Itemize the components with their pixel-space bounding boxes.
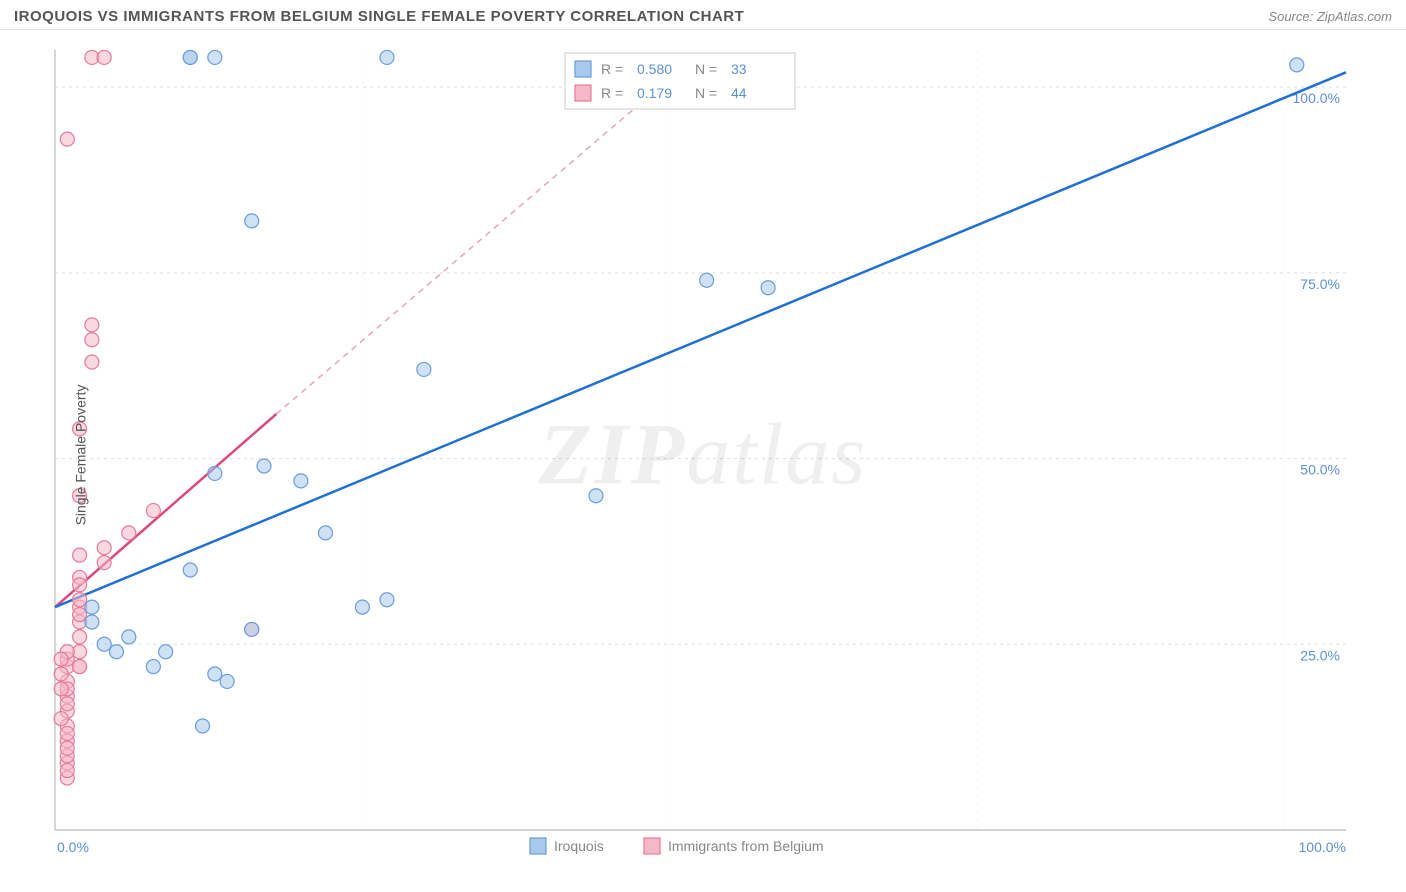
svg-text:Iroquois: Iroquois: [554, 838, 604, 854]
svg-text:0.0%: 0.0%: [57, 839, 89, 855]
svg-text:75.0%: 75.0%: [1300, 276, 1340, 292]
svg-text:0.179: 0.179: [637, 85, 672, 101]
chart-header: IROQUOIS VS IMMIGRANTS FROM BELGIUM SING…: [0, 0, 1406, 30]
y-axis-label: Single Female Poverty: [72, 385, 88, 526]
svg-text:50.0%: 50.0%: [1300, 462, 1340, 478]
scatter-chart: 25.0%50.0%75.0%100.0%0.0%100.0%R =0.580N…: [0, 30, 1406, 880]
svg-text:Immigrants from Belgium: Immigrants from Belgium: [668, 838, 824, 854]
svg-text:44: 44: [731, 85, 747, 101]
svg-text:R =: R =: [601, 61, 623, 77]
svg-text:N =: N =: [695, 61, 717, 77]
source-label: Source:: [1268, 9, 1313, 24]
svg-text:100.0%: 100.0%: [1299, 839, 1346, 855]
svg-text:N =: N =: [695, 85, 717, 101]
source-name: ZipAtlas.com: [1317, 9, 1392, 24]
svg-text:25.0%: 25.0%: [1300, 647, 1340, 663]
svg-text:R =: R =: [601, 85, 623, 101]
svg-text:0.580: 0.580: [637, 61, 672, 77]
svg-text:33: 33: [731, 61, 747, 77]
chart-source: Source: ZipAtlas.com: [1268, 9, 1392, 24]
chart-container: Single Female Poverty ZIPatlas 25.0%50.0…: [0, 30, 1406, 880]
chart-title: IROQUOIS VS IMMIGRANTS FROM BELGIUM SING…: [14, 8, 744, 25]
